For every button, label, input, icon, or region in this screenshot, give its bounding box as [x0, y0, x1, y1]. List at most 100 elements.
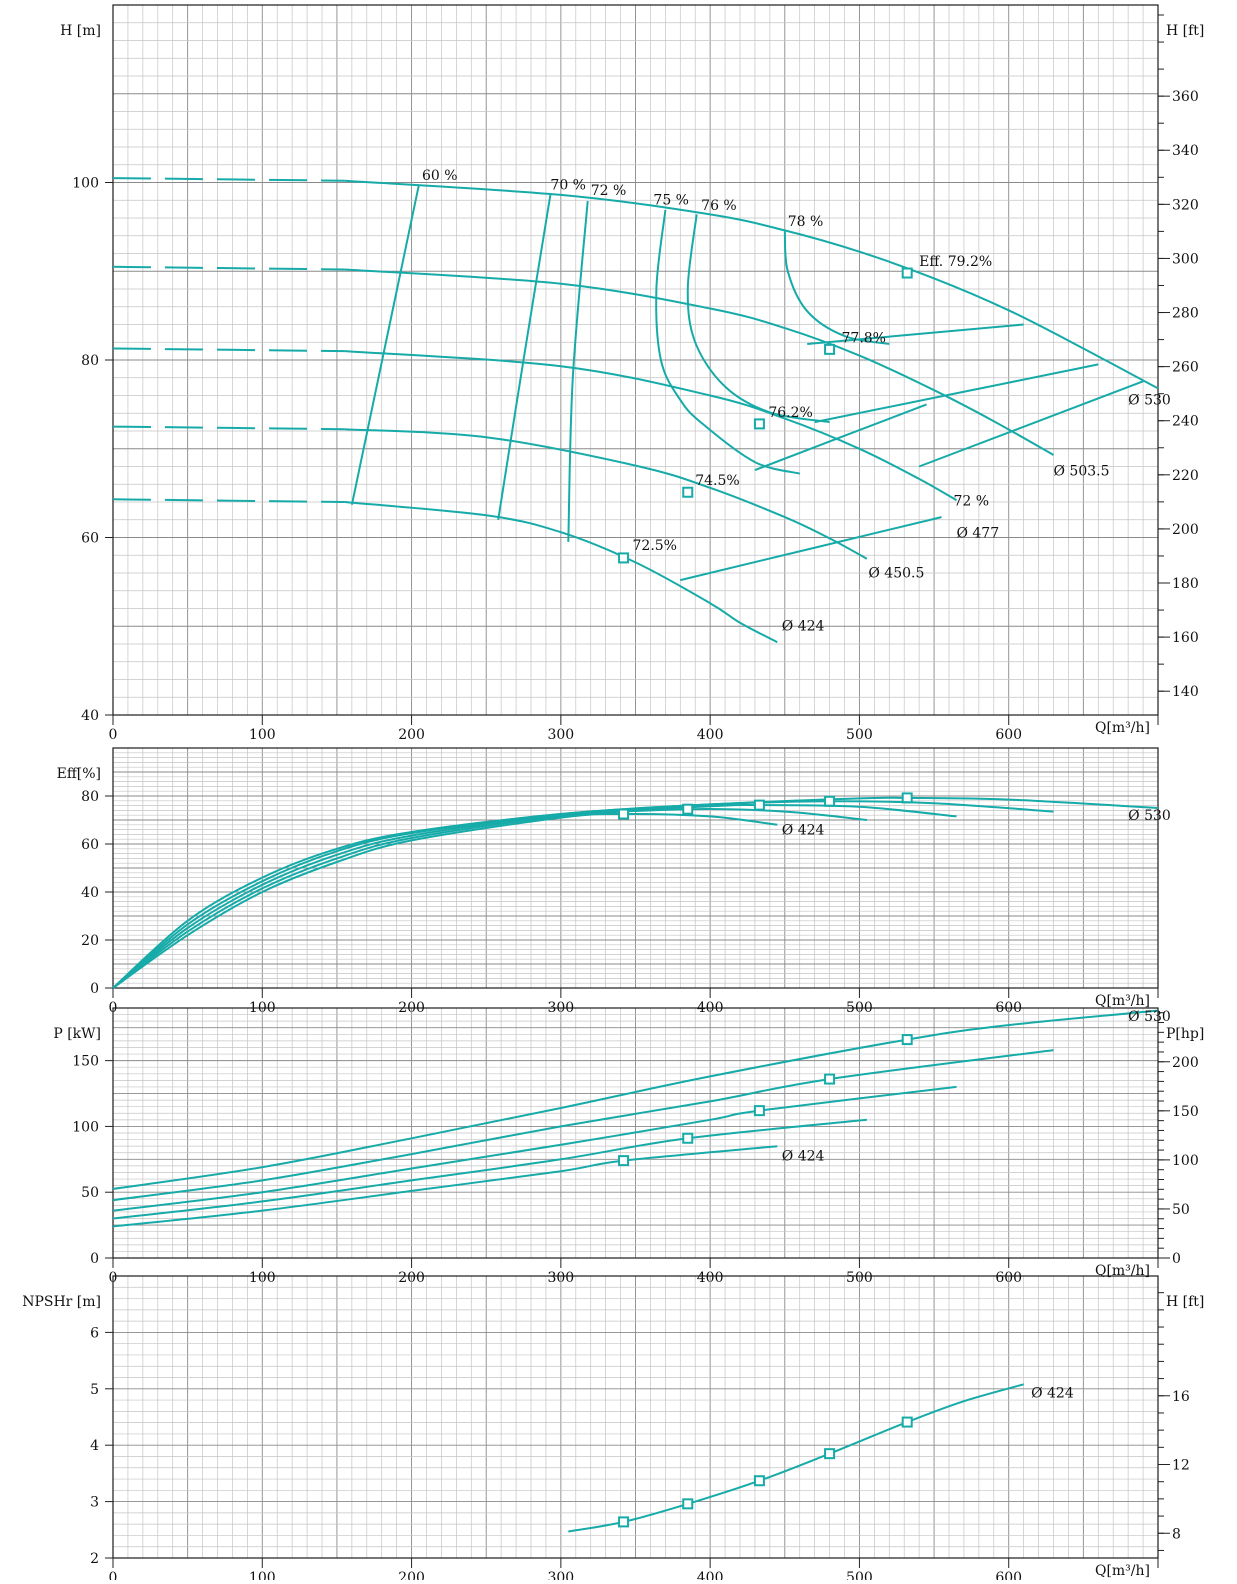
panel-head-iso-efficiency-line — [655, 209, 800, 475]
panel-head-bep-marker — [824, 343, 836, 355]
panel-efficiency-series-line — [112, 812, 778, 989]
panel-head-annotation: Ø 450.5 — [868, 565, 924, 581]
panel-head-ytick-label: 80 — [81, 353, 99, 369]
panel-npsh-xtick-label: 500 — [846, 1570, 873, 1580]
panel-npsh-ytick-label: 2 — [90, 1551, 99, 1567]
panel-head-annotation: 76.2% — [768, 405, 812, 421]
panel-npsh-series-line — [568, 1383, 1024, 1533]
panel-head-ytick-label: 100 — [72, 176, 99, 192]
panel-head-y2tick-label: 360 — [1172, 89, 1199, 105]
panel-head-iso-efficiency-line — [686, 214, 830, 424]
panel-power-ytick-label: 100 — [72, 1119, 99, 1135]
panel-efficiency-series-line — [112, 807, 868, 989]
panel-head-bep-marker — [618, 552, 630, 564]
panel-npsh-bep-marker — [618, 1516, 630, 1528]
panel-power-y2tick-label: 200 — [1172, 1055, 1199, 1071]
panel-npsh-xaxis-label: Q[m³/h] — [1095, 1563, 1150, 1579]
panel-power-y2tick-label: 50 — [1172, 1202, 1190, 1218]
panel-power-series-line — [112, 1009, 1159, 1190]
panel-head-xtick-label: 100 — [249, 727, 276, 743]
panel-head-y2tick-label: 340 — [1172, 143, 1199, 159]
panel-head-xaxis-label: Q[m³/h] — [1095, 720, 1150, 736]
panel-head-xtick-label: 400 — [697, 727, 724, 743]
panel-head-xtick-label: 300 — [547, 727, 574, 743]
panel-npsh-xtick-label: 100 — [249, 1570, 276, 1580]
panel-head-series-dashed — [112, 265, 345, 271]
panel-head-annotation: Ø 477 — [956, 526, 999, 542]
panel-head-annotation: Ø 530 — [1128, 392, 1171, 408]
panel-head-annotation: 76 % — [701, 198, 737, 214]
panel-head-annotation: 72 % — [953, 494, 989, 510]
panel-head-y2tick-label: 280 — [1172, 306, 1199, 322]
panel-head-y2tick-label: 140 — [1172, 684, 1199, 700]
panel-power-annotation: Ø 424 — [782, 1149, 825, 1165]
panel-head-y2tick-label: 200 — [1172, 522, 1199, 538]
panel-head-xtick-label: 500 — [846, 727, 873, 743]
panel-head-y2tick-label: 240 — [1172, 414, 1199, 430]
panel-power-bep-marker — [901, 1034, 913, 1046]
panel-head-series-line — [344, 179, 1159, 390]
panel-efficiency-ytick-label: 60 — [81, 837, 99, 853]
panel-head-annotation: 70 % — [550, 178, 586, 194]
panel-npsh-y2tick-label: 8 — [1172, 1526, 1181, 1542]
panel-head-efficiency-boundary — [754, 403, 927, 472]
panel-head-annotation: 74.5% — [695, 473, 739, 489]
panel-npsh-bep-marker — [901, 1416, 913, 1428]
panel-head-xtick-label: 200 — [398, 727, 425, 743]
panel-power-y2tick-label: 100 — [1172, 1153, 1199, 1169]
panel-head-annotation: 75 % — [653, 193, 689, 209]
panel-npsh-xtick-label: 300 — [547, 1570, 574, 1580]
panel-npsh-y2axis-label: H [ft] — [1166, 1294, 1204, 1310]
panel-npsh-xtick-label: 400 — [697, 1570, 724, 1580]
panel-head-y2axis-label: H [ft] — [1166, 23, 1204, 39]
panel-npsh-bep-marker — [753, 1475, 765, 1487]
panel-power-series-line — [112, 1118, 868, 1220]
panel-power-ytick-label: 150 — [72, 1054, 99, 1070]
panel-head-annotation: 77.8% — [842, 330, 886, 346]
panel-npsh-bep-marker — [682, 1498, 694, 1510]
panel-head-y2tick-label: 320 — [1172, 197, 1199, 213]
panel-efficiency-ytick-label: 20 — [81, 933, 99, 949]
panel-head-ytick-label: 40 — [81, 708, 99, 724]
panel-power-ytick-label: 0 — [90, 1251, 99, 1267]
panel-npsh-ytick-label: 6 — [90, 1325, 99, 1341]
panel-npsh-xtick-label: 200 — [398, 1570, 425, 1580]
panel-head-xtick-label: 600 — [995, 727, 1022, 743]
panel-npsh-y2tick-label: 12 — [1172, 1458, 1190, 1474]
panel-npsh-xtick-label: 0 — [109, 1570, 118, 1580]
panel-head-series-dashed — [112, 425, 345, 431]
panel-power-y2tick-label: 0 — [1172, 1251, 1181, 1267]
panel-npsh-ytick-label: 3 — [90, 1495, 99, 1511]
panel-head-iso-efficiency-line — [350, 184, 420, 505]
panel-npsh-bep-marker — [824, 1448, 836, 1460]
panel-power-series-line — [112, 1049, 1054, 1202]
panel-power-ytick-label: 50 — [81, 1185, 99, 1201]
panel-efficiency-series-line — [112, 803, 957, 989]
panel-head-ytick-label: 60 — [81, 531, 99, 547]
panel-head-series-line — [344, 350, 957, 502]
panel-efficiency-bep-marker — [618, 808, 630, 820]
panel-head-bep-marker — [682, 486, 694, 498]
panel-npsh-ytick-label: 5 — [90, 1382, 99, 1398]
panel-head-annotation: 78 % — [788, 214, 824, 230]
panel-power-bep-marker — [682, 1132, 694, 1144]
panel-power-bep-marker — [618, 1155, 630, 1167]
panel-power-bep-marker — [824, 1073, 836, 1085]
panel-head-annotation: Ø 503.5 — [1054, 463, 1110, 479]
panel-efficiency-ytick-label: 0 — [90, 981, 99, 997]
panel-head-bep-marker — [901, 267, 913, 279]
panel-power-y2tick-label: 150 — [1172, 1104, 1199, 1120]
panel-head-y2tick-label: 180 — [1172, 576, 1199, 592]
panel-efficiency-ytick-label: 40 — [81, 885, 99, 901]
panel-head-iso-efficiency-line — [567, 201, 589, 542]
panel-head-bep-marker — [753, 418, 765, 430]
panel-head-annotation: 72.5% — [633, 538, 677, 554]
panel-npsh-ytick-label: 4 — [90, 1438, 99, 1454]
panel-head-iso-efficiency-line — [497, 194, 552, 520]
panel-power-annotation: Ø 530 — [1128, 1009, 1171, 1025]
panel-efficiency-bep-marker — [901, 792, 913, 804]
panel-head-y2tick-label: 260 — [1172, 360, 1199, 376]
panel-efficiency-annotation: Ø 424 — [782, 822, 825, 838]
panel-power-series-line — [112, 1145, 778, 1228]
